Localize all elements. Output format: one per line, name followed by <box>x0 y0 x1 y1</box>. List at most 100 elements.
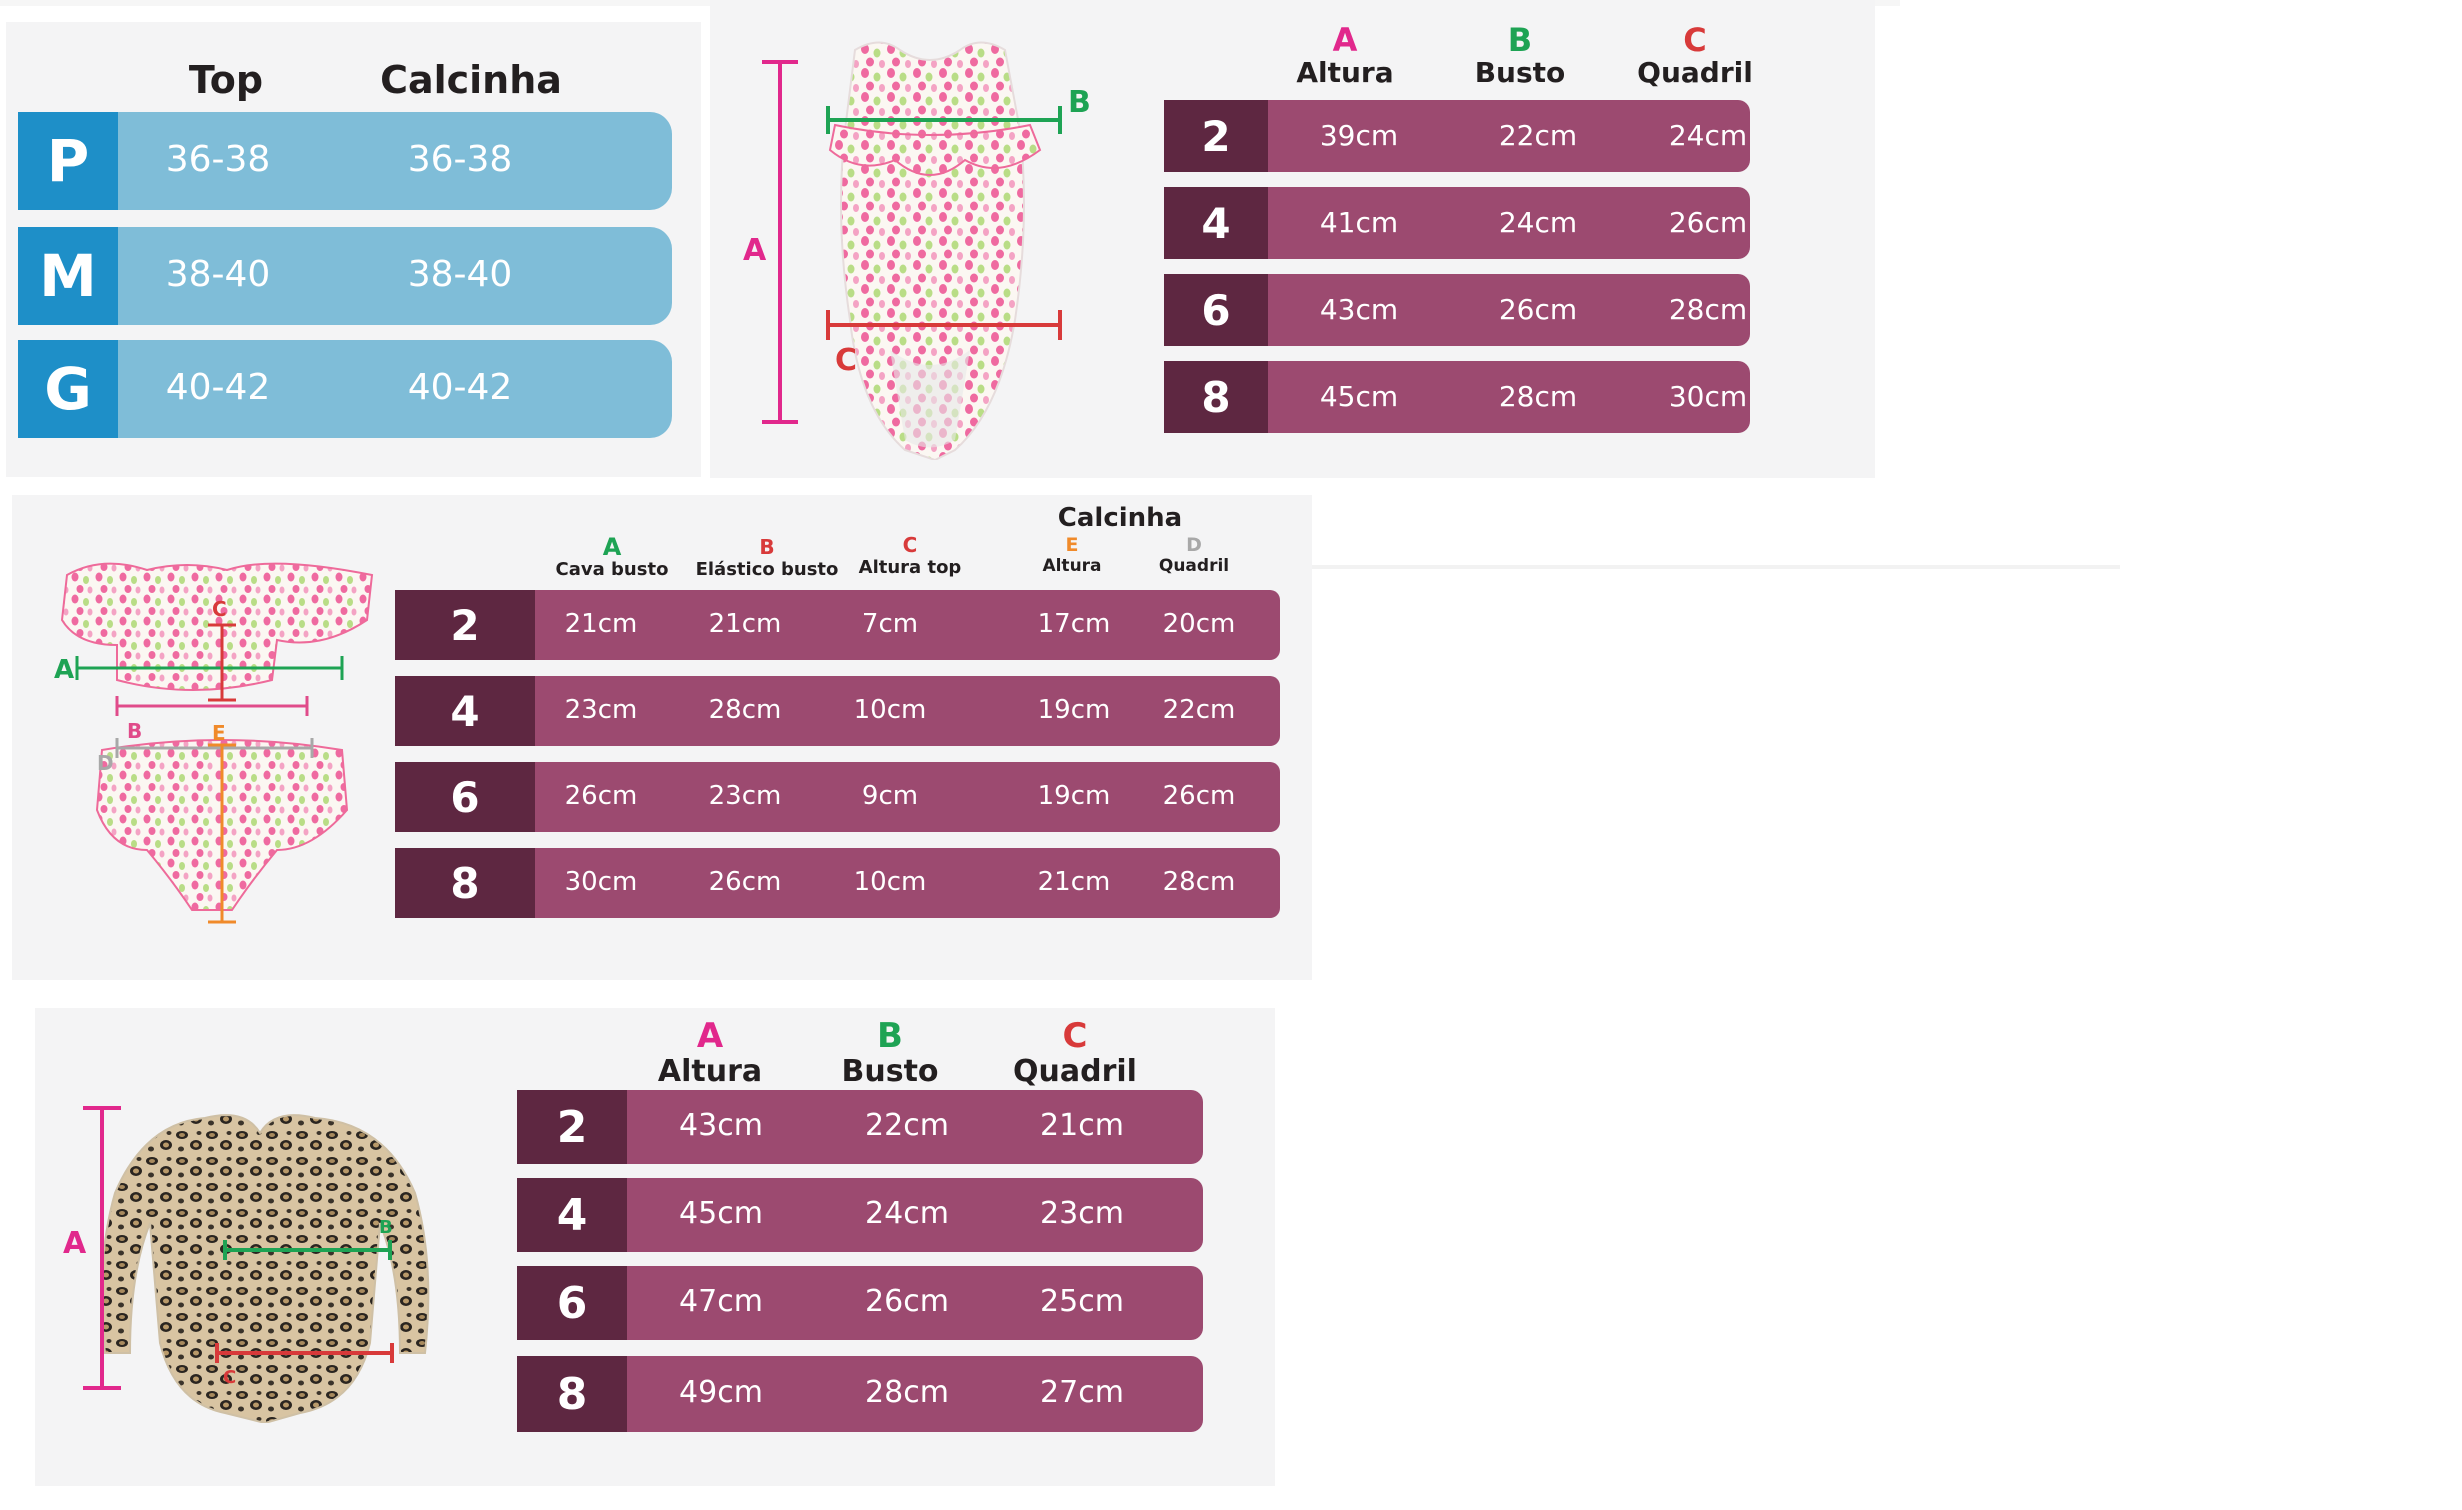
panel-adult-sizes: Top Calcinha P 36-38 36-38 M 38-40 38-40… <box>6 22 701 477</box>
header-label: Busto <box>1474 56 1566 89</box>
value-elastico-busto: 28cm <box>708 694 782 725</box>
row-values: 43cm 22cm 21cm <box>627 1090 1203 1164</box>
value-busto: 22cm <box>1498 118 1578 152</box>
row-values: 40-42 40-42 <box>118 340 672 438</box>
table-row: 8 45cm 28cm 30cm <box>1164 361 1750 433</box>
header-calcinha: Calcinha <box>380 58 562 102</box>
value-quadril: 26cm <box>1668 205 1748 239</box>
table-row: M 38-40 38-40 <box>18 227 672 325</box>
value-elastico-busto: 21cm <box>708 608 782 639</box>
measure-label-b: B <box>379 1217 393 1238</box>
header-label: Quadril <box>1158 556 1230 576</box>
value-altura-calcinha: 19cm <box>1037 780 1111 811</box>
table-row: 4 23cm 28cm 10cm 19cm 22cm <box>395 676 1280 746</box>
row-values: 21cm 21cm 7cm 17cm 20cm <box>535 590 1280 660</box>
table-row: 2 43cm 22cm 21cm <box>517 1090 1203 1164</box>
value-top: 40-42 <box>165 366 271 408</box>
value-quadril: 27cm <box>1040 1375 1124 1411</box>
value-quadril: 24cm <box>1668 118 1748 152</box>
header-letter: E <box>1065 534 1079 556</box>
row-values: 41cm 24cm 26cm <box>1268 187 1750 259</box>
header-label: Altura <box>1296 56 1394 89</box>
table-row: 8 49cm 28cm 27cm <box>517 1356 1203 1432</box>
value-cava-busto: 21cm <box>564 608 638 639</box>
value-busto: 24cm <box>1498 205 1578 239</box>
header-altura-calcinha: E Altura <box>1012 535 1132 577</box>
header-altura: A Altura <box>605 1018 815 1089</box>
value-cava-busto: 30cm <box>564 866 638 897</box>
value-altura: 45cm <box>1319 379 1399 413</box>
value-quadril: 21cm <box>1040 1108 1124 1144</box>
header-altura-top: C Altura top <box>830 533 990 579</box>
value-elastico-busto: 26cm <box>708 866 782 897</box>
header-label: Altura <box>657 1054 763 1089</box>
row-values: 47cm 26cm 25cm <box>627 1266 1203 1340</box>
row-values: 36-38 36-38 <box>118 112 672 210</box>
value-altura: 43cm <box>1319 292 1399 326</box>
row-values: 45cm 28cm 30cm <box>1268 361 1750 433</box>
header-label: Altura <box>1042 556 1102 576</box>
leopard-swimsuit-body <box>100 1114 430 1423</box>
measure-label-b: B <box>127 719 142 743</box>
size-label: 6 <box>517 1266 627 1340</box>
size-label: 8 <box>517 1356 627 1432</box>
table-row: 2 39cm 22cm 24cm <box>1164 100 1750 172</box>
size-label: 4 <box>517 1178 627 1252</box>
table-row: 4 41cm 24cm 26cm <box>1164 187 1750 259</box>
size-label: M <box>18 227 118 325</box>
value-altura: 45cm <box>679 1196 763 1232</box>
value-cava-busto: 23cm <box>564 694 638 725</box>
measure-label-d: D <box>97 751 114 775</box>
bikini-figure: A C B D E <box>54 562 374 924</box>
bikini-top <box>60 562 374 691</box>
header-label: Altura top <box>858 557 962 578</box>
header-letter: C <box>902 533 918 557</box>
measure-label-c: C <box>212 597 227 621</box>
size-label: 8 <box>1164 361 1268 433</box>
size-label: P <box>18 112 118 210</box>
header-letter: D <box>1186 534 1202 556</box>
value-calcinha: 40-42 <box>407 366 513 408</box>
row-values: 26cm 23cm 9cm 19cm 26cm <box>535 762 1280 832</box>
value-altura-top: 10cm <box>853 866 927 897</box>
header-label: Busto <box>841 1054 939 1089</box>
background-strip <box>1300 565 2120 569</box>
header-quadril: C Quadril <box>965 1018 1185 1089</box>
table-row: 4 45cm 24cm 23cm <box>517 1178 1203 1252</box>
value-elastico-busto: 23cm <box>708 780 782 811</box>
size-label: 2 <box>395 590 535 660</box>
table-row: 6 43cm 26cm 28cm <box>1164 274 1750 346</box>
value-altura-top: 7cm <box>861 608 919 639</box>
value-busto: 28cm <box>1498 379 1578 413</box>
value-busto: 24cm <box>865 1196 949 1232</box>
header-letter: B <box>1507 21 1533 59</box>
size-label: 4 <box>395 676 535 746</box>
value-quadril-calcinha: 28cm <box>1162 866 1236 897</box>
table-row: 6 26cm 23cm 9cm 19cm 26cm <box>395 762 1280 832</box>
header-letter: A <box>696 1016 724 1056</box>
value-altura-calcinha: 17cm <box>1037 608 1111 639</box>
value-altura-calcinha: 19cm <box>1037 694 1111 725</box>
value-altura: 41cm <box>1319 205 1399 239</box>
value-busto: 26cm <box>1498 292 1578 326</box>
measure-label-c: C <box>835 343 857 378</box>
table-row: G 40-42 40-42 <box>18 340 672 438</box>
row-values: 49cm 28cm 27cm <box>627 1356 1203 1432</box>
size-label: 2 <box>1164 100 1268 172</box>
size-label: G <box>18 340 118 438</box>
size-label: 6 <box>395 762 535 832</box>
measure-label-b: B <box>1068 85 1091 120</box>
table-row: 6 47cm 26cm 25cm <box>517 1266 1203 1340</box>
header-cava-busto: A Cava busto <box>532 535 692 581</box>
header-group-calcinha: Calcinha <box>1057 503 1183 533</box>
value-cava-busto: 26cm <box>564 780 638 811</box>
value-busto: 22cm <box>865 1108 949 1144</box>
value-quadril: 30cm <box>1668 379 1748 413</box>
header-top: Top <box>188 58 264 102</box>
value-calcinha: 36-38 <box>407 138 513 180</box>
panel-swimsuit: A B C A Altura B Busto C Quadril 2 <box>710 0 1875 478</box>
header-label: Quadril <box>1637 56 1753 89</box>
header-quadril: C Quadril <box>1600 24 1790 89</box>
row-values: 23cm 28cm 10cm 19cm 22cm <box>535 676 1280 746</box>
header-letter: B <box>759 535 775 559</box>
